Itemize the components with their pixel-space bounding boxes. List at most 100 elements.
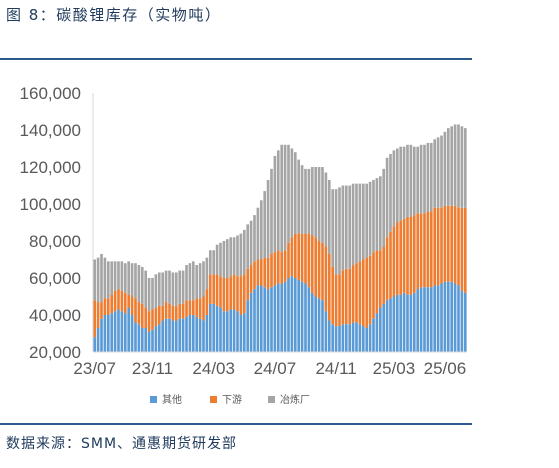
bar-segment-series-1	[219, 276, 222, 308]
bar-segment-series-1	[178, 303, 182, 319]
bar-segment-series-1	[392, 226, 396, 297]
bar-segment-series-0	[290, 276, 294, 352]
y-tick-label: 160,000	[20, 84, 81, 103]
bar-segment-series-0	[263, 287, 267, 352]
bar-segment-series-1	[389, 231, 392, 299]
bar-segment-series-0	[399, 294, 403, 352]
bar-segment-series-1	[355, 263, 358, 323]
bar-segment-series-1	[188, 300, 192, 315]
bar-segment-series-0	[168, 318, 171, 352]
bar-segment-series-0	[161, 320, 165, 352]
bar-segment-series-2	[202, 261, 205, 297]
bar-segment-series-1	[205, 289, 209, 315]
bar-segment-series-0	[127, 307, 131, 352]
legend: 其他 下游 冶炼厂	[150, 393, 310, 406]
bar-segment-series-2	[453, 124, 457, 206]
bar-segment-series-1	[181, 303, 185, 319]
bar-segment-series-1	[453, 205, 457, 284]
bar-segment-series-1	[317, 241, 321, 299]
bar-segment-series-1	[161, 305, 165, 321]
bar-segment-series-1	[304, 233, 307, 284]
y-tick-label: 140,000	[20, 121, 81, 140]
bar-segment-series-2	[100, 253, 103, 303]
bar-segment-series-0	[253, 289, 256, 352]
x-tick-label: 24/11	[315, 359, 356, 378]
bar-segment-series-1	[130, 296, 134, 315]
legend-label: 冶炼厂	[280, 393, 310, 406]
bar-segment-series-0	[229, 309, 233, 352]
bar-segment-series-2	[157, 272, 161, 306]
bar-segment-series-2	[239, 233, 243, 277]
bar-segment-series-2	[229, 237, 233, 277]
bar-segment-series-0	[93, 337, 97, 352]
bar-segment-series-2	[409, 144, 413, 217]
bar-segment-series-2	[246, 224, 250, 269]
bar-segment-series-1	[256, 259, 260, 286]
bar-segment-series-1	[426, 211, 430, 288]
bar-segment-series-0	[423, 287, 426, 352]
bar-segment-series-0	[307, 287, 311, 352]
bar-segment-series-1	[406, 216, 409, 295]
plot-area	[93, 124, 467, 352]
bar-segment-series-2	[429, 142, 433, 212]
bar-segment-series-1	[154, 307, 158, 327]
bar-segment-series-2	[256, 207, 260, 260]
bar-segment-series-2	[134, 263, 137, 299]
bar-segment-series-1	[208, 274, 212, 304]
bar-segment-series-2	[317, 167, 321, 241]
bar-segment-series-1	[242, 274, 246, 314]
bar-segment-series-2	[253, 215, 256, 262]
x-tick-label: 24/07	[254, 359, 297, 378]
bar-segment-series-1	[273, 252, 277, 286]
bar-segment-series-0	[300, 281, 304, 352]
bar-segment-series-0	[130, 315, 134, 352]
bar-segment-series-2	[446, 128, 450, 206]
bar-segment-series-0	[100, 318, 103, 352]
bar-segment-series-1	[249, 265, 253, 293]
bar-segment-series-2	[457, 124, 460, 208]
bar-segment-series-0	[341, 324, 345, 352]
bar-segment-series-2	[110, 261, 114, 295]
bar-segment-series-0	[276, 283, 280, 352]
bar-segment-series-1	[348, 268, 352, 325]
bar-segment-series-2	[123, 263, 127, 293]
bar-segment-series-0	[113, 311, 117, 352]
bar-segment-series-2	[259, 200, 263, 260]
legend-swatch	[210, 396, 217, 403]
bar-segment-series-0	[338, 326, 341, 352]
bar-segment-series-1	[137, 302, 141, 325]
bar-segment-series-2	[290, 148, 294, 238]
bar-segment-series-1	[358, 261, 362, 325]
bar-segment-series-1	[106, 298, 110, 315]
bar-segment-series-0	[382, 303, 386, 352]
bar-segment-series-2	[266, 179, 270, 258]
y-tick-label: 80,000	[29, 232, 81, 251]
bar-segment-series-1	[164, 302, 168, 319]
y-axis-labels: 20,000 40,000 60,000 80,000 100,000 120,000 14…	[20, 84, 81, 362]
bar-segment-series-2	[307, 168, 311, 234]
bar-segment-series-2	[450, 126, 454, 206]
bar-segment-series-1	[120, 290, 124, 312]
bar-segment-series-0	[249, 292, 253, 352]
bar-segment-series-2	[178, 270, 182, 304]
bar-segment-series-0	[327, 320, 331, 352]
bar-segment-series-1	[382, 246, 386, 304]
bar-segment-series-2	[297, 159, 301, 234]
x-tick-label: 25/06	[424, 359, 467, 378]
bar-segment-series-1	[185, 300, 188, 317]
bar-segment-series-2	[310, 167, 314, 236]
bar-segment-series-1	[321, 242, 324, 301]
bar-segment-series-1	[246, 268, 250, 301]
bar-segment-series-2	[324, 172, 328, 247]
bar-segment-series-0	[106, 315, 110, 352]
bar-segment-series-2	[460, 126, 464, 208]
bar-segment-series-1	[334, 274, 338, 327]
bar-segment-series-1	[419, 213, 423, 288]
x-tick-label: 23/11	[132, 359, 173, 378]
bar-segment-series-0	[137, 324, 141, 352]
bar-segment-series-2	[287, 144, 290, 243]
bar-segment-series-1	[297, 233, 301, 280]
bar-segment-series-1	[344, 268, 348, 325]
bar-segment-series-0	[195, 316, 199, 352]
bar-segment-series-1	[361, 259, 365, 327]
